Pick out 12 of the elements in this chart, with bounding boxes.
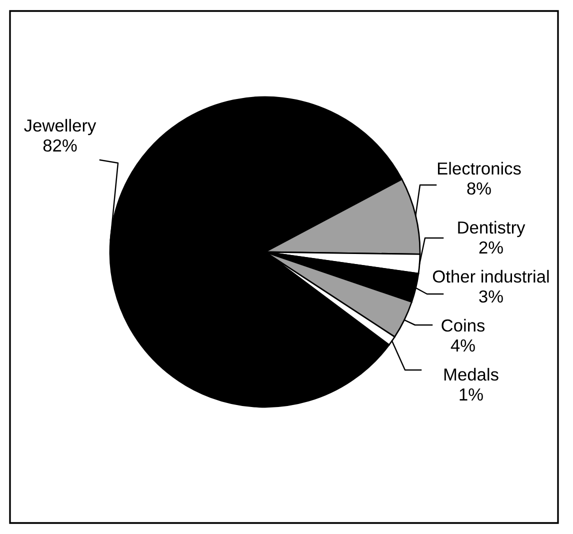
- data-label: 3%: [479, 290, 503, 303]
- slice-label: Electronics: [438, 162, 521, 175]
- data-label: 8%: [467, 182, 491, 195]
- data-label: 2%: [479, 241, 503, 254]
- slice-label: Coins: [442, 318, 485, 332]
- data-label: 1%: [460, 388, 483, 401]
- slice-label: Medals: [444, 368, 498, 381]
- slice-label: Jewellery: [24, 118, 96, 136]
- data-label: 82%: [43, 139, 77, 152]
- slice-label: Dentistry: [458, 220, 526, 238]
- data-label: 4%: [450, 339, 475, 352]
- slice-label: Other industrial: [432, 270, 549, 283]
